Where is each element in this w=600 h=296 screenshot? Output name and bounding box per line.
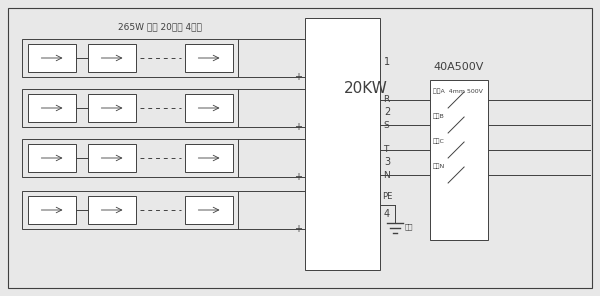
Text: 接地: 接地 xyxy=(405,224,413,230)
Bar xyxy=(28,94,76,122)
Bar xyxy=(305,18,380,270)
Text: +: + xyxy=(294,172,302,182)
Text: N: N xyxy=(383,170,390,179)
Bar xyxy=(22,191,238,229)
Text: R: R xyxy=(383,96,389,104)
Bar xyxy=(185,196,233,224)
Text: 相线A  4mm 500V: 相线A 4mm 500V xyxy=(433,88,483,94)
Text: -: - xyxy=(299,34,302,44)
Bar xyxy=(88,94,136,122)
Bar xyxy=(185,94,233,122)
Bar xyxy=(22,89,238,127)
Text: +: + xyxy=(294,72,302,82)
Text: 零线N: 零线N xyxy=(433,163,445,169)
Text: T: T xyxy=(383,146,388,155)
Text: 3: 3 xyxy=(384,157,390,167)
Bar xyxy=(28,144,76,172)
Text: 1: 1 xyxy=(384,57,390,67)
Text: -: - xyxy=(299,134,302,144)
Bar xyxy=(185,44,233,72)
Text: 265W 组件 20串联 4并联: 265W 组件 20串联 4并联 xyxy=(118,22,202,31)
Bar xyxy=(88,44,136,72)
Text: PE: PE xyxy=(382,192,392,201)
Bar xyxy=(185,144,233,172)
Bar xyxy=(22,39,238,77)
Bar xyxy=(28,44,76,72)
Text: 40A500V: 40A500V xyxy=(434,62,484,72)
Text: 相线C: 相线C xyxy=(433,138,445,144)
Text: -: - xyxy=(299,186,302,196)
Text: +: + xyxy=(294,122,302,132)
Text: 4: 4 xyxy=(384,209,390,219)
Text: 20KW: 20KW xyxy=(344,81,388,96)
Text: 2: 2 xyxy=(384,107,390,117)
Text: S: S xyxy=(383,120,389,130)
Bar xyxy=(430,80,488,240)
Text: 相线B: 相线B xyxy=(433,113,445,119)
Bar xyxy=(22,139,238,177)
Bar xyxy=(88,196,136,224)
Text: +: + xyxy=(294,224,302,234)
Bar xyxy=(28,196,76,224)
Text: -: - xyxy=(299,84,302,94)
Bar xyxy=(88,144,136,172)
